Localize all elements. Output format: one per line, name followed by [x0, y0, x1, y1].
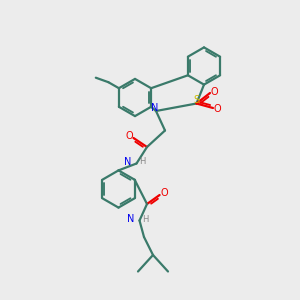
- Text: N: N: [128, 214, 135, 224]
- Text: N: N: [151, 103, 158, 113]
- Text: O: O: [214, 104, 221, 115]
- Text: H: H: [139, 158, 145, 166]
- Text: O: O: [125, 130, 133, 141]
- Text: S: S: [194, 95, 200, 105]
- Text: N: N: [124, 157, 132, 167]
- Text: O: O: [211, 86, 218, 97]
- Text: H: H: [142, 214, 148, 224]
- Text: O: O: [160, 188, 168, 199]
